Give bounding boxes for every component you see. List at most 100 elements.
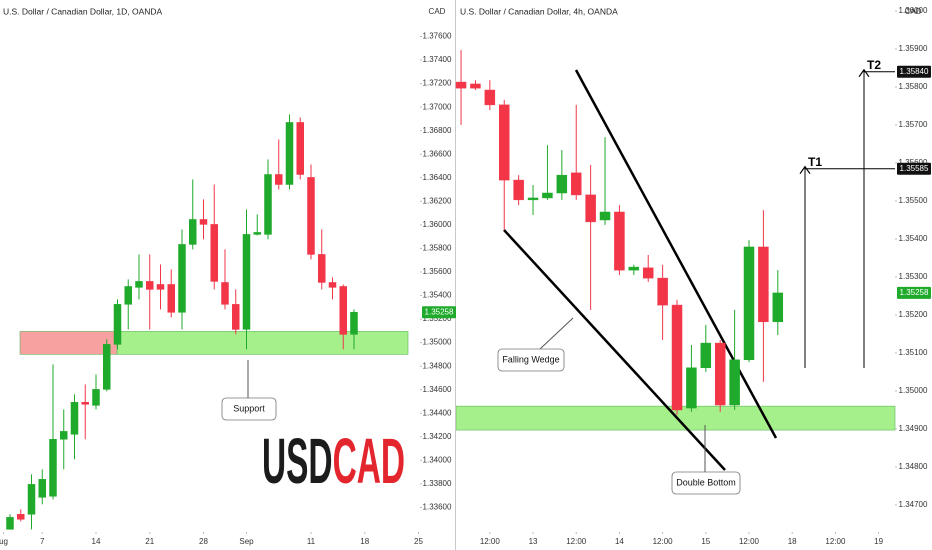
- candle-body: [484, 89, 496, 106]
- callout-label: Support: [233, 403, 265, 413]
- target-arrowhead: [858, 68, 870, 78]
- y-tick-label: 1.34400: [423, 408, 452, 417]
- x-tick-label: 7: [40, 537, 45, 546]
- y-tick-label: 1.36400: [423, 173, 452, 182]
- candle-body: [542, 192, 553, 199]
- candle-body: [599, 211, 611, 221]
- y-tick-label: 1.34000: [423, 455, 452, 464]
- y-tick-label: 1.34600: [423, 385, 452, 394]
- wedge-lower-line: [503, 229, 726, 471]
- y-tick-label: 1.37200: [423, 79, 452, 88]
- x-tick-label: 15: [701, 537, 710, 546]
- y-tick-label: 1.35000: [423, 338, 452, 347]
- candle-body: [178, 244, 186, 313]
- candle-body: [657, 277, 668, 306]
- x-tick-label: 18: [788, 537, 797, 546]
- callout-box: [497, 348, 565, 372]
- x-tick-label: 21: [145, 537, 154, 546]
- y-tick-label: 1.35400: [899, 234, 928, 243]
- last-price-label: 1.35258: [425, 307, 454, 316]
- candle-body: [231, 304, 240, 330]
- y-tick-label: 1.35800: [899, 82, 928, 91]
- candle-body: [772, 292, 784, 323]
- x-tick-label: 14: [615, 537, 624, 546]
- watermark: USDCAD: [262, 425, 405, 497]
- candle-body: [296, 122, 304, 175]
- y-tick-label: 1.36800: [423, 126, 452, 135]
- y-tick-label: 1.36200: [423, 196, 452, 205]
- candle-body: [729, 359, 740, 406]
- y-tick-label: 1.35600: [899, 158, 928, 167]
- y-tick-label: 1.36000: [899, 6, 928, 15]
- candle-body: [556, 174, 568, 194]
- x-tick-label: 28: [199, 537, 208, 546]
- candle-body: [700, 342, 712, 369]
- candle-body: [102, 344, 111, 390]
- target-price-label: 1.35585: [900, 164, 929, 173]
- y-tick-label: 1.34800: [899, 462, 928, 471]
- candle-body: [350, 311, 358, 335]
- target-tag: [897, 65, 931, 78]
- candle-body: [339, 286, 347, 335]
- candle-body: [221, 282, 229, 305]
- candles: [6, 50, 784, 530]
- candle-body: [16, 514, 25, 520]
- x-tick-label: ug: [0, 537, 8, 546]
- candle-body: [642, 267, 654, 279]
- candle-body: [285, 122, 294, 185]
- x-tick-label: 13: [529, 537, 538, 546]
- y-tick-label: 1.35200: [899, 310, 928, 319]
- axis-unit: CAD: [429, 7, 446, 16]
- y-tick-label: 1.34700: [899, 500, 928, 509]
- y-tick-label: 1.36000: [423, 220, 452, 229]
- candle-body: [81, 402, 89, 405]
- candle-body: [264, 174, 272, 235]
- candle-body: [498, 104, 510, 181]
- y-tick-label: 1.35600: [423, 267, 452, 276]
- chart-title: U.S. Dollar / Canadian Dollar, 4h, OANDA: [460, 6, 618, 16]
- x-tick-label: 18: [360, 537, 369, 546]
- candle-body: [38, 479, 46, 498]
- y-tick-label: 1.37000: [423, 102, 452, 111]
- target-name: T2: [867, 58, 881, 72]
- candle-body: [70, 402, 79, 435]
- candle-body: [145, 281, 154, 290]
- candle-body: [113, 304, 122, 345]
- y-tick-label: 1.36600: [423, 149, 452, 158]
- last-price-tag: [897, 286, 931, 299]
- callout-label: Double Bottom: [676, 477, 736, 487]
- target-arrowhead: [799, 165, 811, 175]
- x-tick-label: Sep: [239, 537, 254, 546]
- candle-body: [210, 224, 218, 282]
- y-tick-label: 1.33800: [423, 479, 452, 488]
- candle-body: [307, 177, 315, 255]
- candle-body: [92, 389, 100, 406]
- wedge-pointer: [539, 317, 574, 350]
- target-tag: [897, 162, 931, 175]
- y-tick-label: 1.35000: [899, 386, 928, 395]
- candle-body: [188, 219, 197, 245]
- y-tick-label: 1.35800: [423, 244, 452, 253]
- candle-body: [242, 234, 251, 330]
- candle-body: [455, 81, 467, 89]
- candle-body: [317, 254, 326, 283]
- candle-body: [124, 286, 132, 305]
- x-tick-label: 19: [874, 537, 883, 546]
- callout-box: [671, 471, 741, 495]
- y-tick-label: 1.37400: [423, 55, 452, 64]
- callout-label: Falling Wedge: [502, 354, 559, 364]
- candle-body: [758, 246, 769, 323]
- overlays: U.S. Dollar / Canadian Dollar, 1D, OANDA…: [0, 6, 931, 546]
- x-tick-label: 12:00: [825, 537, 846, 546]
- candle-body: [671, 304, 683, 411]
- candle-body: [614, 211, 625, 271]
- y-tick-label: 1.35400: [423, 291, 452, 300]
- watermark-part: CAD: [333, 425, 405, 497]
- x-tick-label: 14: [92, 537, 101, 546]
- candle-body: [199, 219, 208, 225]
- candle-body: [714, 342, 726, 406]
- candle-body: [6, 517, 14, 530]
- y-tick-label: 1.35200: [423, 314, 452, 323]
- candle-body: [585, 194, 596, 223]
